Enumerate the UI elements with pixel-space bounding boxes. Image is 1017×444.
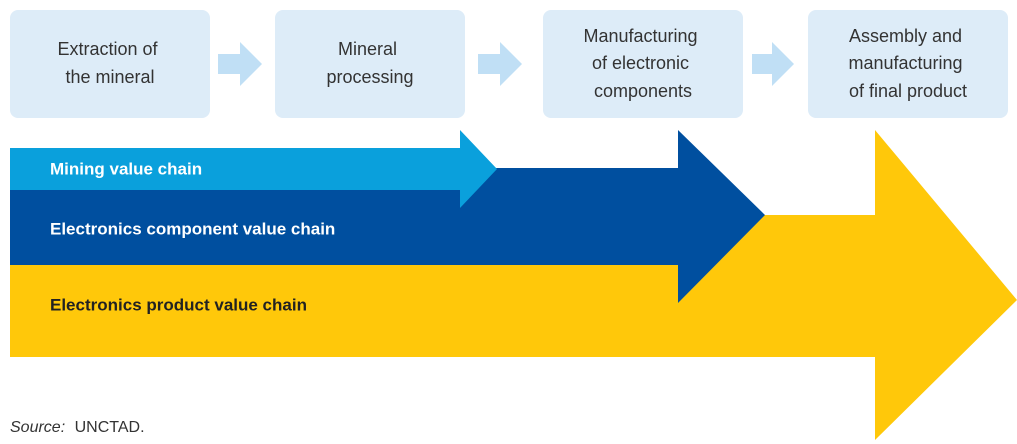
stage-line: components (594, 81, 692, 101)
stage-line: Extraction of (57, 39, 158, 59)
stage-box (10, 10, 210, 118)
chain-label: Electronics component value chain (50, 219, 335, 238)
chain-label: Electronics product value chain (50, 295, 307, 314)
step-arrow (218, 42, 262, 86)
stage-line: Manufacturing (583, 26, 697, 46)
stage-line: Mineral (338, 39, 397, 59)
stage-line: processing (326, 67, 413, 87)
stage-line: of final product (849, 81, 967, 101)
stage-box (808, 10, 1008, 118)
stage-box (275, 10, 465, 118)
stage-label: Manufacturing of electronic components (583, 26, 702, 101)
stage-boxes (10, 10, 1008, 118)
mining-chain-arrow (10, 130, 497, 208)
step-arrow (478, 42, 522, 86)
stage-label: Extraction of the mineral (57, 39, 162, 87)
source-text: UNCTAD. (75, 419, 145, 436)
stage-label: Mineral processing (326, 39, 413, 87)
chain-label: Mining value chain (50, 159, 202, 178)
source-note: Source: UNCTAD. (10, 419, 145, 436)
stage-box (543, 10, 743, 118)
product-chain-arrow (10, 130, 1017, 440)
stage-label: Assembly and manufacturing of final prod… (848, 26, 967, 101)
stage-line: of electronic (592, 53, 689, 73)
stage-line: the mineral (65, 67, 154, 87)
step-arrow (752, 42, 794, 86)
stage-line: manufacturing (848, 53, 962, 73)
stage-line: Assembly and (849, 26, 962, 46)
source-label: Source: (10, 419, 65, 436)
